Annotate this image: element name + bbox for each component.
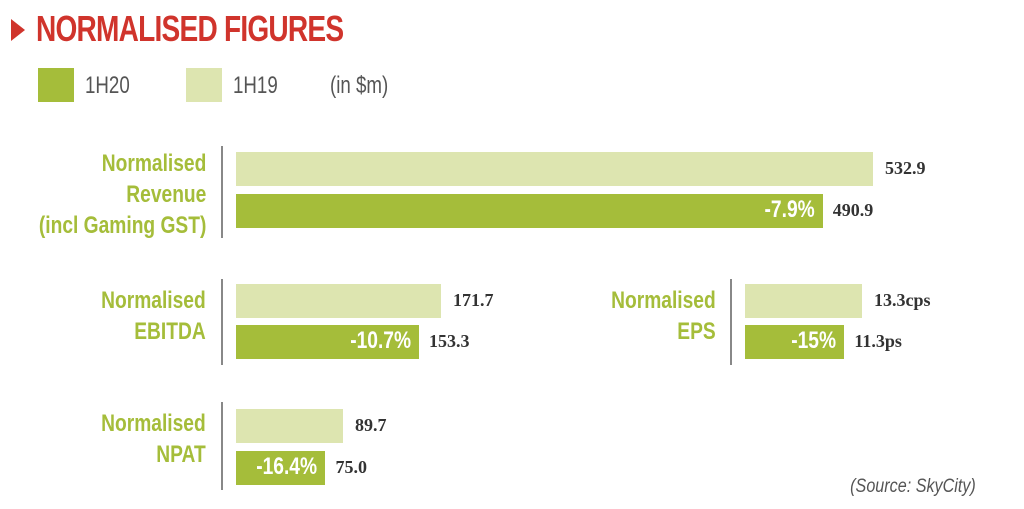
change-label: -10.7% [350, 327, 412, 354]
metric-label-line: (incl Gaming GST) [38, 212, 206, 239]
change-label: -15% [791, 327, 837, 354]
legend-label-1h19: 1H19 [233, 72, 278, 99]
metric-label: Normalised EPS [611, 285, 716, 347]
legend-unit: (in $m) [330, 72, 389, 99]
change-label: -7.9% [764, 196, 815, 223]
metric-label: Normalised Revenue (incl Gaming GST) [39, 148, 206, 241]
metric-label-line: Normalised [611, 287, 716, 314]
value-label-1h20: 11.3ps [854, 331, 902, 351]
value-label-1h19: 532.9 [885, 158, 926, 178]
legend-swatch-1h20 [38, 68, 74, 102]
bar-1h20: -7.9% [236, 194, 823, 228]
title-arrow-icon [11, 19, 25, 41]
metric-label: Normalised EBITDA [101, 285, 206, 347]
bar-1h20: -15% [745, 325, 845, 359]
metric-label-line: Normalised [101, 287, 206, 314]
source-note: (Source: SkyCity) [850, 476, 976, 497]
value-label-1h19: 13.3cps [874, 290, 931, 310]
value-label-1h20: 75.0 [335, 457, 367, 477]
bar-1h19 [236, 152, 873, 186]
value-label-1h20: 153.3 [429, 331, 470, 351]
metric-label-line: EPS [677, 318, 716, 345]
legend-label-1h20: 1H20 [85, 72, 130, 99]
bar-1h20: -16.4% [236, 451, 326, 485]
metric-label-line: NPAT [156, 441, 206, 468]
chart-title: NORMALISED FIGURES [36, 8, 344, 49]
bar-1h20: -10.7% [236, 325, 420, 359]
value-label-1h19: 89.7 [355, 415, 387, 435]
metric-label: Normalised NPAT [101, 408, 206, 470]
metric-label-line: Normalised [101, 150, 206, 177]
value-label-1h19: 171.7 [453, 290, 494, 310]
bar-1h19 [745, 284, 862, 318]
metric-label-line: Revenue [125, 181, 206, 208]
axis-divider [730, 279, 732, 365]
axis-divider [221, 402, 223, 490]
change-label: -16.4% [256, 453, 318, 480]
value-label-1h20: 490.9 [832, 200, 874, 220]
axis-divider [221, 146, 223, 238]
metric-label-line: EBITDA [134, 318, 206, 345]
axis-divider [221, 279, 223, 365]
bar-1h19 [236, 284, 441, 318]
legend-swatch-1h19 [186, 68, 222, 102]
bar-1h19 [236, 409, 343, 443]
metric-label-line: Normalised [101, 410, 206, 437]
